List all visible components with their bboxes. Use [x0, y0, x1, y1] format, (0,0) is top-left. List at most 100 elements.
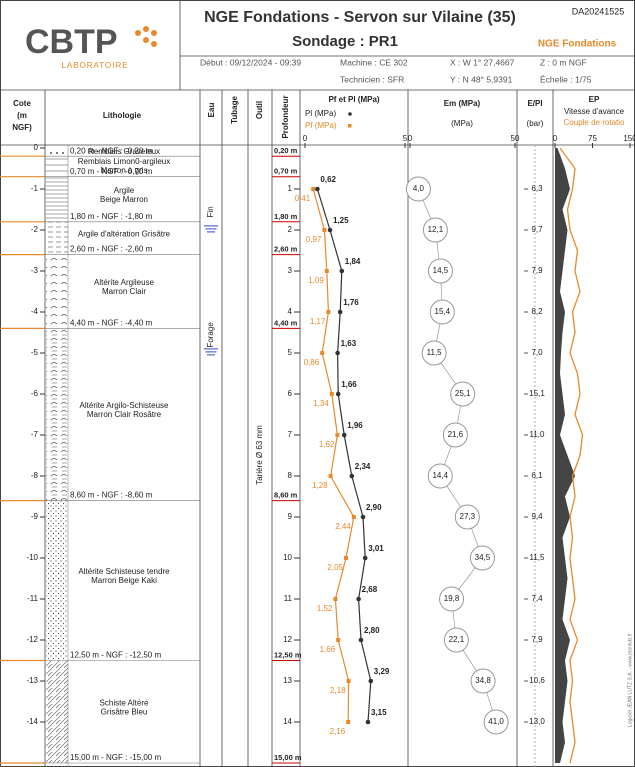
info: Échelle : 1/75 — [540, 74, 592, 84]
em-label: 34,5 — [475, 553, 491, 562]
pl-point — [361, 515, 366, 520]
e-pl-label: 7,0 — [531, 348, 543, 357]
pf-label: 1,66 — [320, 645, 336, 654]
e-pl-label: 15,1 — [529, 389, 545, 398]
pf-point — [320, 351, 324, 355]
em-label: 41,0 — [488, 717, 504, 726]
pf-label: 1,09 — [308, 276, 324, 285]
pl-label: 2,68 — [362, 585, 378, 594]
cote-label: -9 — [31, 512, 39, 521]
cote-label: -3 — [31, 266, 39, 275]
info: Début : 09/12/2024 - 09:39 — [200, 57, 301, 67]
layer-bottom-label: 0,70 m - NGF : -0,70 m — [70, 167, 153, 176]
pl-label: 1,66 — [341, 380, 357, 389]
em-label: 14,4 — [432, 471, 448, 480]
pf-point — [333, 597, 337, 601]
axis-tick-label: 0 — [408, 134, 413, 143]
layer-name: Altérite Argileuse — [94, 278, 155, 287]
depth-label: 8,60 m — [274, 491, 298, 500]
pf-point — [330, 392, 334, 396]
pl-label: 3,29 — [374, 667, 390, 676]
pl-label: 2,80 — [364, 626, 380, 635]
test-depth: 12 — [283, 635, 292, 644]
pf-label: 2,18 — [330, 686, 346, 695]
pl-point — [366, 720, 371, 725]
pl-point — [336, 392, 341, 397]
col-head: E/Pl — [527, 99, 542, 108]
depth-label: 1,80 m — [274, 212, 298, 221]
cote-label: -10 — [26, 553, 38, 562]
litho-pattern — [46, 328, 68, 500]
pl-point — [369, 679, 374, 684]
test-depth: 10 — [283, 553, 292, 562]
test-depth: 8 — [288, 471, 293, 480]
pl-point — [342, 433, 347, 438]
pl-point — [335, 351, 340, 356]
col-head: Em (MPa) — [444, 99, 481, 108]
col-head: Profondeur — [281, 95, 290, 138]
pf-point — [326, 310, 330, 314]
pl-label: 3,15 — [371, 708, 387, 717]
e-pl-label: 6,3 — [531, 184, 543, 193]
cote-label: -12 — [26, 635, 38, 644]
client: NGE Fondations — [538, 39, 617, 50]
layer-bottom-label: 2,60 m - NGF : -2,60 m — [70, 245, 153, 254]
cote-label: -13 — [26, 676, 38, 685]
em-label: 12,1 — [428, 225, 444, 234]
pf-label: 1,28 — [312, 481, 328, 490]
em-label: 25,1 — [455, 389, 471, 398]
em-label: 34,8 — [475, 676, 491, 685]
pl-point — [315, 187, 320, 192]
pf-point — [325, 269, 329, 273]
pf-point — [336, 638, 340, 642]
test-depth: 14 — [283, 717, 292, 726]
cote-label: -14 — [26, 717, 38, 726]
layer-bottom-label: 8,60 m - NGF : -8,60 m — [70, 491, 153, 500]
col-head: (MPa) — [451, 119, 473, 128]
col-head: (m — [17, 111, 27, 120]
depth-label: 0,70 m — [274, 167, 298, 176]
litho-pattern — [46, 148, 68, 156]
legend-couple: Couple de rotatio — [564, 118, 625, 127]
cote-label: -6 — [31, 389, 39, 398]
em-label: 21,6 — [448, 430, 464, 439]
pf-label: 0,97 — [306, 235, 322, 244]
test-depth: 2 — [288, 225, 293, 234]
pf-label: 1,52 — [317, 604, 333, 613]
legend-pl: Pl (MPa) — [305, 109, 336, 118]
em-label: 14,5 — [433, 266, 449, 275]
depth-label: 2,60 m — [274, 245, 298, 254]
pf-label: 0,41 — [295, 194, 311, 203]
e-pl-label: 8,2 — [531, 307, 543, 316]
em-label: 11,5 — [427, 348, 443, 357]
pl-label: 1,96 — [347, 421, 363, 430]
pf-point — [352, 515, 356, 519]
litho-pattern — [46, 255, 68, 329]
litho-pattern — [46, 177, 68, 222]
pf-label: 2,05 — [327, 563, 343, 572]
cote-label: -11 — [27, 594, 39, 603]
info: Z : 0 m NGF — [540, 57, 587, 67]
e-pl-label: 9,7 — [531, 225, 543, 234]
em-label: 19,8 — [444, 594, 460, 603]
depth-label: 15,00 m — [274, 753, 302, 762]
layer-name: Remblais Limon0-argileux — [78, 157, 170, 166]
layer-name: Argile — [114, 186, 135, 195]
title: NGE Fondations - Servon sur Vilaine (35) — [204, 9, 516, 26]
pl-point — [363, 556, 368, 561]
cote-label: -5 — [31, 348, 39, 357]
col-head: Pf et Pl (MPa) — [328, 95, 379, 104]
layer-name: Marron Clair Rosâtre — [87, 410, 162, 419]
col-head: Eau — [207, 103, 216, 118]
pf-point — [346, 720, 350, 724]
e-pl-label: 9,4 — [531, 512, 543, 521]
axis-tick-label: 0 — [553, 134, 558, 143]
col-head: Lithologie — [103, 111, 142, 120]
pl-label: 1,76 — [343, 298, 359, 307]
pl-point — [359, 638, 364, 643]
layer-name: Altérite Argilo-Schisteuse — [80, 401, 169, 410]
depth-label: 12,50 m — [274, 650, 302, 659]
col-head: Cote — [13, 99, 31, 108]
layer-name: Schiste Altéré — [100, 698, 149, 707]
layer-name: Beige Marron — [100, 195, 148, 204]
